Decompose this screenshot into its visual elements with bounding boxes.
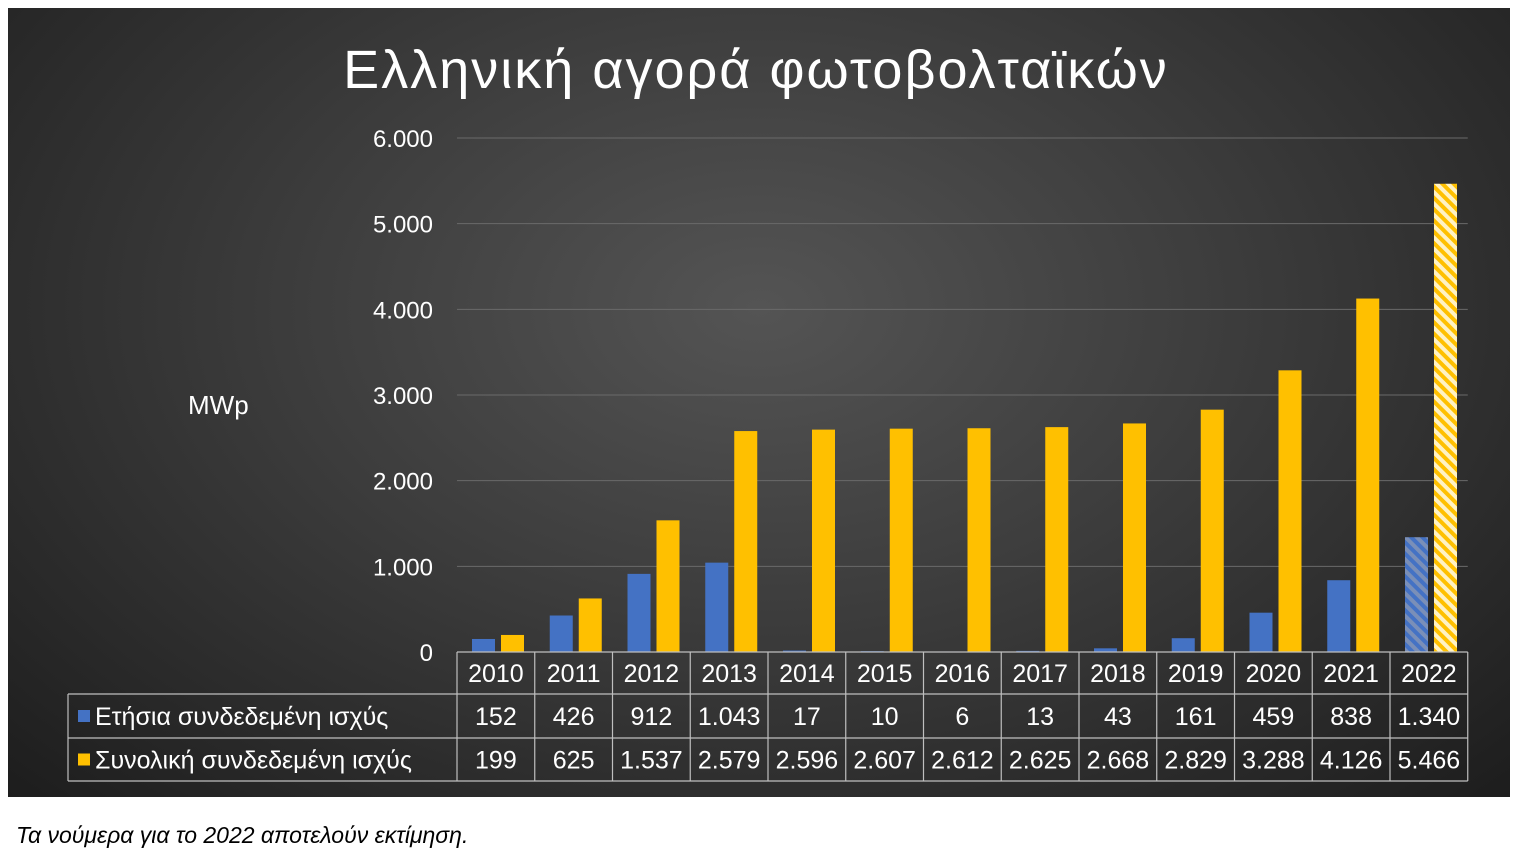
bar-total-2013 — [734, 431, 758, 652]
x-tick-label: 2010 — [468, 660, 524, 688]
legend-entry: Συνολική συνδεδεμένη ισχύς — [95, 747, 412, 775]
bar-total-2012 — [656, 520, 680, 652]
x-tick-label: 2021 — [1323, 660, 1379, 688]
bar-total-2011 — [578, 598, 602, 652]
data-label: 2.607 — [853, 747, 916, 775]
data-label: 459 — [1253, 703, 1295, 731]
bar-total-2020 — [1278, 370, 1302, 652]
y-tick-label: 4.000 — [373, 297, 433, 324]
y-tick-label: 1.000 — [373, 554, 433, 581]
y-tick-label: 6.000 — [373, 126, 433, 153]
bar-annual-2020 — [1249, 612, 1273, 652]
data-label: 6 — [955, 703, 969, 731]
legend-swatch — [78, 753, 90, 766]
data-label: 426 — [553, 703, 595, 731]
bar-total-2010 — [501, 634, 524, 652]
x-tick-label: 2011 — [547, 660, 601, 688]
x-tick-label: 2022 — [1401, 660, 1457, 688]
data-label: 625 — [553, 747, 595, 775]
bar-annual-2012 — [627, 573, 651, 652]
data-label: 4.126 — [1320, 747, 1383, 775]
bar-annual-2010 — [472, 638, 495, 652]
data-label: 152 — [475, 703, 517, 731]
data-label: 17 — [793, 703, 821, 731]
bar-annual-2022 — [1405, 537, 1428, 652]
bar-total-2014 — [812, 429, 835, 652]
data-label: 2.612 — [931, 747, 994, 775]
x-tick-label: 2014 — [779, 660, 835, 688]
data-label: 2.625 — [1009, 747, 1072, 775]
bar-total-2015 — [889, 428, 913, 652]
bar-annual-2011 — [549, 615, 573, 652]
data-label: 912 — [631, 703, 673, 731]
data-label: 10 — [871, 703, 899, 731]
data-label: 838 — [1330, 703, 1372, 731]
data-label: 5.466 — [1398, 747, 1461, 775]
bar-annual-2014 — [783, 650, 806, 652]
y-axis-label: MWp — [188, 390, 249, 420]
x-tick-label: 2019 — [1168, 660, 1224, 688]
bar-total-2022 — [1434, 183, 1457, 652]
bar-total-2019 — [1200, 409, 1224, 652]
bar-annual-2013 — [705, 562, 729, 652]
bar-annual-2019 — [1171, 638, 1195, 652]
y-tick-label: 0 — [420, 640, 433, 667]
bar-total-2016 — [967, 428, 991, 652]
bar-total-2018 — [1123, 423, 1146, 652]
y-tick-label: 5.000 — [373, 212, 433, 239]
data-label: 13 — [1026, 703, 1054, 731]
x-tick-label: 2020 — [1246, 660, 1302, 688]
data-label: 199 — [475, 747, 517, 775]
chart-title: Ελληνική αγορά φωτοβολταϊκών — [343, 40, 1169, 100]
data-label: 2.579 — [698, 747, 761, 775]
data-label: 1.537 — [620, 747, 683, 775]
x-tick-label: 2016 — [935, 660, 991, 688]
bar-total-2017 — [1045, 427, 1069, 652]
bar-chart: Ελληνική αγορά φωτοβολταϊκών MWp 0 1.000 2… — [67, 40, 1469, 782]
x-tick-label: 2012 — [624, 660, 680, 688]
legend-entry: Ετήσια συνδεδεμένη ισχύς — [95, 703, 388, 731]
chart-slide: Ελληνική αγορά φωτοβολταϊκών MWp 0 1.000 2… — [8, 8, 1510, 848]
bar-annual-2021 — [1327, 580, 1351, 652]
y-tick-label: 3.000 — [373, 383, 433, 410]
data-label: 1.340 — [1398, 703, 1461, 731]
x-tick-label: 2013 — [701, 660, 757, 688]
x-tick-label: 2015 — [857, 660, 913, 688]
x-tick-label: 2018 — [1090, 660, 1146, 688]
data-label: 1.043 — [698, 703, 761, 731]
data-label: 43 — [1104, 703, 1132, 731]
x-tick-label: 2017 — [1012, 660, 1068, 688]
footnote-caption: Τα νούμερα για το 2022 αποτελούν εκτίμησ… — [16, 822, 469, 848]
data-label: 2.596 — [776, 747, 839, 775]
y-tick-label: 2.000 — [373, 469, 433, 496]
data-label: 3.288 — [1242, 747, 1305, 775]
data-label: 2.829 — [1164, 747, 1227, 775]
data-label: 161 — [1175, 703, 1217, 731]
data-label: 2.668 — [1087, 747, 1150, 775]
bar-total-2021 — [1356, 298, 1380, 652]
bar-annual-2018 — [1094, 648, 1117, 652]
legend-swatch — [78, 710, 90, 722]
